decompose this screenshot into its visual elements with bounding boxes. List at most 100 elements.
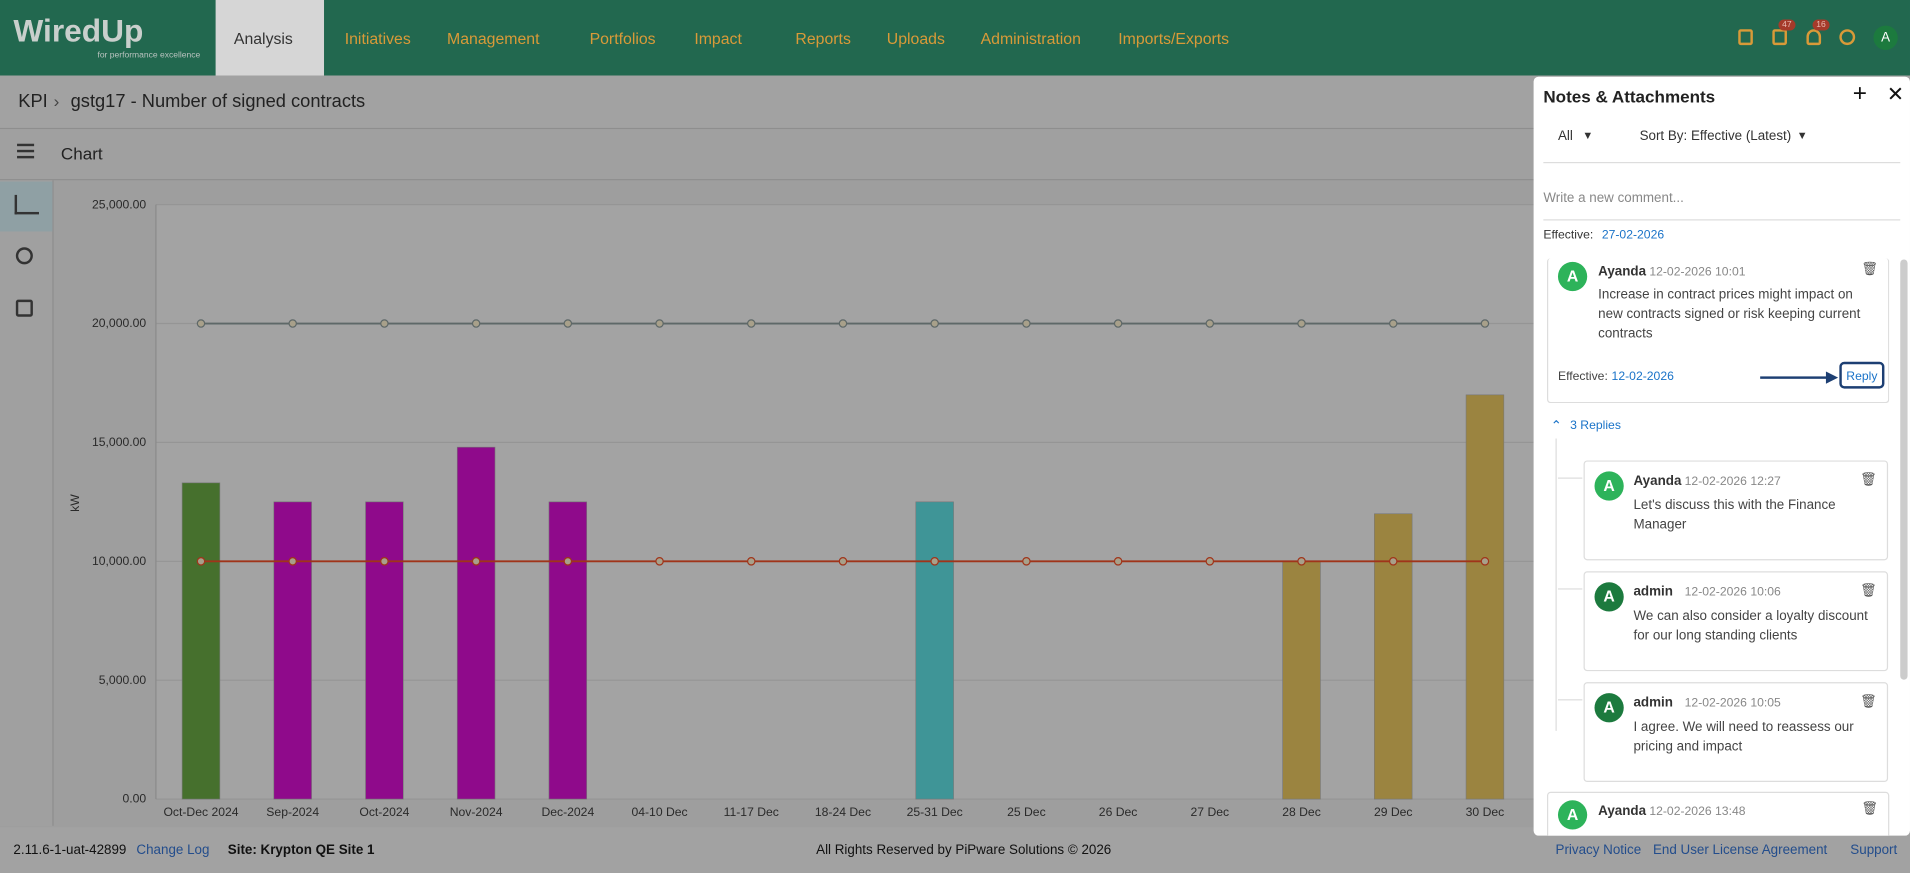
delete-icon[interactable]: 🗑	[1860, 583, 1878, 599]
marker	[746, 319, 756, 328]
effective-date[interactable]: 27-02-2026	[1601, 229, 1665, 243]
marker	[1388, 319, 1398, 328]
divider	[1543, 162, 1901, 164]
bell-icon[interactable]	[1806, 29, 1822, 46]
site: Site: Krypton QE Site 1	[227, 842, 375, 858]
bar	[1465, 394, 1505, 800]
changelog-link[interactable]: Change Log	[136, 842, 210, 858]
nav-item[interactable]: Reports	[795, 29, 851, 48]
marker	[563, 319, 573, 328]
avatar[interactable]: A	[1873, 25, 1898, 50]
badge: 16	[1812, 19, 1830, 31]
settings-icon[interactable]	[15, 247, 33, 265]
caret: ▼	[1796, 129, 1808, 142]
badge: 47	[1778, 19, 1796, 31]
divider	[1543, 219, 1901, 221]
x-tick-label: 28 Dec	[1282, 805, 1321, 819]
author: Ayanda	[1598, 264, 1647, 279]
close-button[interactable]: ✕	[1886, 82, 1905, 106]
x-tick-label: 29 Dec	[1374, 805, 1413, 819]
tagline: for performance excellence	[97, 51, 201, 60]
sort[interactable]: Sort By: Effective (Latest)	[1639, 129, 1792, 144]
thread-branch	[1557, 588, 1583, 590]
replies-toggle[interactable]: 3 Replies	[1570, 419, 1621, 433]
marker	[288, 557, 297, 566]
bar	[548, 501, 588, 800]
filter[interactable]: All	[1557, 129, 1573, 144]
chart-icon[interactable]	[14, 194, 39, 215]
comment-input[interactable]: Write a new comment...	[1543, 191, 1684, 206]
nav-item[interactable]: Uploads	[886, 29, 945, 48]
marker	[1205, 319, 1215, 328]
marker	[1480, 319, 1490, 328]
effective-label: Effective:	[1557, 370, 1608, 384]
delete-icon[interactable]: 🗑	[1861, 801, 1879, 817]
marker	[380, 319, 389, 328]
bar	[273, 501, 312, 800]
time: 12-02-2026 10:01	[1649, 265, 1746, 279]
effective-date[interactable]: 12-02-2026	[1611, 370, 1674, 384]
footer-link[interactable]: Support	[1850, 842, 1898, 858]
thread-line	[1555, 438, 1557, 731]
y-tick-label: 25,000.00	[92, 197, 146, 211]
x-tick-label: Nov-2024	[450, 805, 503, 819]
marker	[838, 557, 848, 566]
author: Ayanda	[1598, 803, 1647, 819]
x-tick-label: 30 Dec	[1466, 805, 1505, 819]
x-tick-label: 04-10 Dec	[631, 805, 687, 819]
time: 12-02-2026 12:27	[1684, 475, 1781, 489]
nav-item[interactable]: Imports/Exports	[1118, 29, 1230, 48]
scrollbar[interactable]	[1900, 259, 1908, 680]
tasks-icon[interactable]	[1772, 29, 1787, 46]
nav-item[interactable]: Portfolios	[589, 29, 656, 48]
y-tick-label: 20,000.00	[92, 316, 146, 330]
comment-card: A Ayanda 12-02-2026 13:48 🗑	[1546, 791, 1890, 836]
add-button[interactable]: +	[1852, 80, 1867, 108]
comment-card: A Ayanda 12-02-2026 10:01 🗑 Increase in …	[1546, 258, 1890, 404]
marker	[471, 319, 481, 328]
reply-card: A admin 12-02-2026 10:06 🗑 We can also c…	[1583, 571, 1889, 672]
author: admin	[1633, 695, 1673, 711]
nav-item[interactable]: Initiatives	[344, 29, 411, 48]
menu-icon[interactable]	[17, 143, 35, 147]
bar	[1282, 561, 1321, 800]
footer-link[interactable]: Privacy Notice	[1555, 842, 1642, 858]
breadcrumb-sep: ›	[53, 91, 60, 111]
y-tick-label: 10,000.00	[92, 554, 146, 568]
nav-item[interactable]: Analysis	[233, 29, 293, 48]
marker	[1205, 557, 1215, 566]
time: 12-02-2026 13:48	[1649, 805, 1746, 819]
nav-item[interactable]: Impact	[694, 29, 742, 48]
thread-branch	[1557, 477, 1583, 479]
x-tick-label: 27 Dec	[1191, 805, 1230, 819]
marker	[471, 557, 481, 566]
breadcrumb-root[interactable]: KPI	[18, 91, 48, 113]
footer-link[interactable]: End User License Agreement	[1652, 842, 1828, 858]
delete-icon[interactable]: 🗑	[1860, 694, 1878, 709]
author: Ayanda	[1633, 473, 1682, 489]
marker	[563, 557, 573, 566]
caret: ▼	[1582, 129, 1594, 142]
author: admin	[1633, 584, 1673, 600]
reply-button[interactable]: Reply	[1839, 361, 1885, 389]
reply-text: I agree. We will need to reassess our pr…	[1633, 719, 1854, 755]
logo[interactable]: WiredUp	[13, 12, 144, 49]
collapse-icon[interactable]: ⌃	[1550, 419, 1562, 434]
help-icon[interactable]	[1839, 29, 1856, 46]
edit-icon[interactable]	[15, 299, 33, 317]
nav-item[interactable]: Management	[447, 29, 540, 48]
nav-item[interactable]: Administration	[980, 29, 1081, 48]
marker	[746, 557, 756, 566]
x-tick-label: 25-31 Dec	[907, 805, 963, 819]
y-tick-label: 15,000.00	[92, 435, 146, 449]
notes-panel: Notes & Attachments + ✕ All ▼ Sort By: E…	[1533, 76, 1910, 836]
delete-icon[interactable]: 🗑	[1861, 261, 1879, 277]
time: 12-02-2026 10:05	[1684, 696, 1781, 711]
calendar-icon[interactable]	[1738, 29, 1753, 46]
bar	[456, 446, 496, 800]
delete-icon[interactable]: 🗑	[1860, 472, 1878, 488]
reply-text: Let's discuss this with the Finance Mana…	[1633, 498, 1836, 533]
bar	[1374, 513, 1413, 800]
marker	[930, 557, 939, 566]
y-axis-title: kW	[68, 494, 82, 512]
